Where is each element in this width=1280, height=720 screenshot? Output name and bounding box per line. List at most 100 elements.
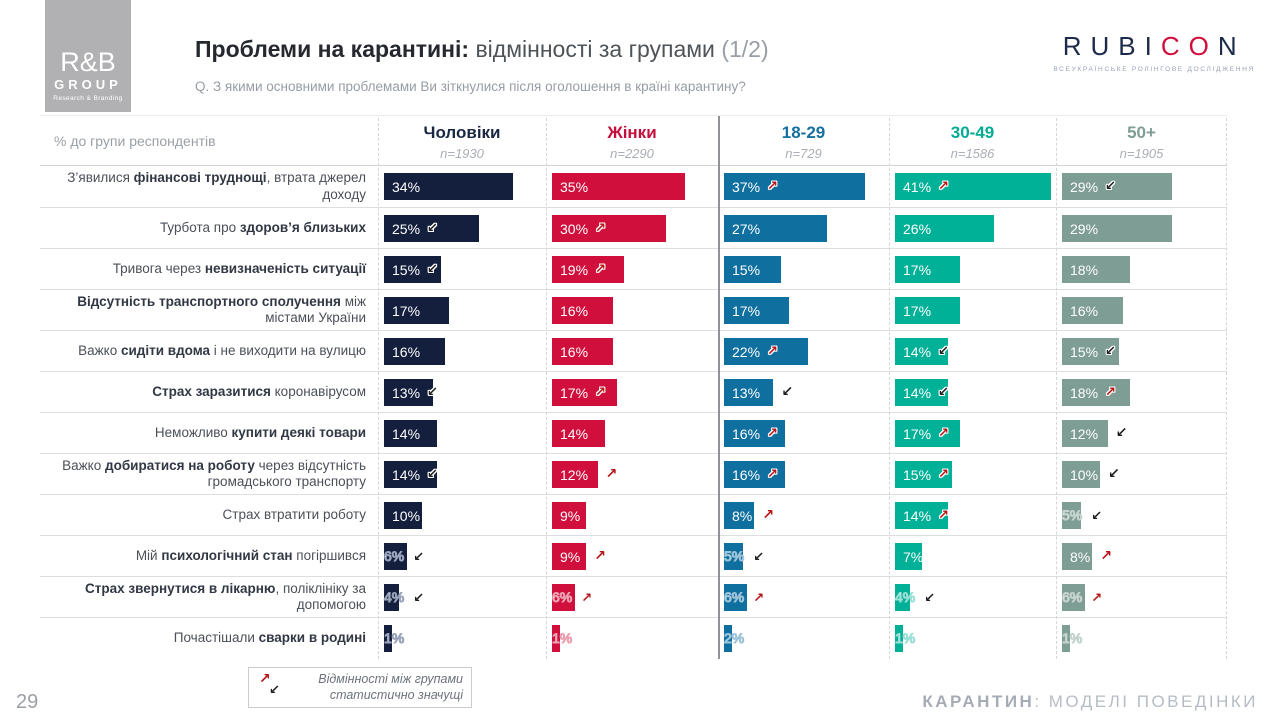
value-cell: 17% ↗ — [546, 372, 718, 412]
rubicon-part1: RUBI — [1062, 31, 1161, 61]
rb-logo-subtitle: Research & Branding — [53, 95, 123, 102]
value-cell: 17% — [889, 290, 1056, 330]
value-cell: 37% ↗ — [718, 166, 889, 207]
percent-value: 17% — [560, 384, 589, 401]
percent-bar: 17% ↗ — [552, 379, 617, 406]
up-arrow-icon: ↗ — [581, 591, 593, 606]
percent-value: 15% — [732, 261, 761, 278]
percent-value: 34% — [392, 178, 421, 195]
percent-value: 16% — [392, 343, 421, 360]
up-arrow-icon: ↗ — [938, 508, 949, 523]
value-cell: 15% ↗ — [889, 454, 1056, 494]
value-cell: 41% ↗ — [889, 166, 1056, 207]
down-arrow-icon: ↙ — [1105, 179, 1116, 194]
up-arrow-icon: ↗ — [767, 179, 778, 194]
percent-value: 7% — [903, 548, 924, 565]
percent-value: 41% — [903, 178, 932, 195]
percent-value: 17% — [903, 302, 932, 319]
percent-value: 26% — [903, 220, 932, 237]
percent-bar — [1062, 502, 1081, 529]
column-divider — [889, 118, 890, 659]
rubicon-wordmark: RUBICON — [1053, 31, 1255, 62]
label-text: Важко — [62, 457, 106, 473]
value-cell: 16% ↗ — [718, 413, 889, 453]
percent-value: 6% ↙ — [383, 547, 425, 565]
table-row: З’явилися фінансові труднощі, втрата дже… — [40, 166, 1227, 207]
down-arrow-icon: ↙ — [924, 591, 936, 606]
percent-bar: 14% ↗ — [895, 502, 949, 529]
percent-bar: 15% ↙ — [384, 256, 441, 283]
down-arrow-icon: ↙ — [427, 221, 438, 236]
percent-bar: 25% ↙ — [384, 215, 479, 242]
percent-bar: 8% — [1062, 543, 1093, 570]
value-cell: 1% — [889, 618, 1056, 658]
table-row: Важко добиратися на роботу через відсутн… — [40, 453, 1227, 494]
percent-value: 14% — [903, 507, 932, 524]
value-cell: 17% — [378, 290, 546, 330]
value-cell: 10% — [378, 495, 546, 535]
down-arrow-icon: ↙ — [427, 385, 438, 400]
value-cell: 6% ↗ — [1056, 577, 1227, 617]
value-cell: 1% — [378, 618, 546, 658]
value-cell: 27% — [718, 208, 889, 248]
value-cell: 14% — [546, 413, 718, 453]
value-cell: 22% ↗ — [718, 331, 889, 371]
percent-value: 2% — [723, 629, 745, 646]
column-group-label: 30-49 — [950, 123, 995, 142]
column-header: 50+ n=1905 — [1056, 116, 1227, 165]
percent-value: 4% ↙ — [894, 588, 936, 606]
percent-value: 1% — [551, 629, 573, 646]
percent-value: 8% — [1070, 548, 1091, 565]
percent-bar: 14% — [384, 420, 438, 447]
value-cell: 14% ↙ — [889, 331, 1056, 371]
significance-legend: ↗ ↙ Відмінності між групами статистично … — [248, 667, 472, 708]
percent-value: 17% — [903, 425, 932, 442]
column-header: Жінки n=2290 — [546, 116, 718, 165]
value-cell: 1% — [1056, 618, 1227, 658]
value-cell: 35% — [546, 166, 718, 207]
column-sample-size: n=729 — [785, 146, 822, 161]
percent-value: 22% — [732, 343, 761, 360]
value-cell: 15% ↙ — [1056, 331, 1227, 371]
value-cell: 2% — [718, 618, 889, 658]
percent-value: 17% — [732, 302, 761, 319]
label-emphasis: сидіти вдома — [121, 342, 211, 358]
percent-value: 10% — [392, 507, 421, 524]
label-emphasis: психологічний стан — [161, 547, 293, 563]
up-arrow-icon: ↗ — [938, 467, 949, 482]
value-cell: 16% — [378, 331, 546, 371]
value-cell: 13% ↙ — [718, 372, 889, 412]
percent-bar: 14% ↙ — [895, 338, 949, 365]
value-cell: 6% ↙ — [378, 536, 546, 576]
problem-label: Страх звернутися в лікарню, поліклініку … — [40, 577, 378, 617]
percent-value: 18% — [1070, 261, 1099, 278]
percent-bar: 14% — [552, 420, 606, 447]
percent-value: 16% — [1070, 302, 1099, 319]
column-group-label: 50+ — [1127, 123, 1156, 142]
percent-bar: 22% ↗ — [724, 338, 808, 365]
value-cell: 10% ↙ — [1056, 454, 1227, 494]
label-text: Почастішали — [173, 629, 259, 645]
up-arrow-icon: ↗ — [767, 344, 778, 359]
percent-bar: 17% — [895, 297, 960, 324]
column-sample-size: n=1930 — [440, 146, 484, 161]
up-arrow-icon: ↗ — [938, 426, 949, 441]
label-text: погіршився — [292, 547, 366, 563]
table-row: Неможливо купити деякі товари 14% 14% 16% ↗ 1… — [40, 412, 1227, 453]
percent-value: 1% — [383, 629, 405, 646]
label-emphasis: Страх звернутися в лікарню — [85, 580, 276, 596]
column-sample-size: n=1586 — [950, 146, 995, 161]
percent-bar: 9% — [552, 502, 587, 529]
value-cell: 14% — [378, 413, 546, 453]
down-arrow-icon: ↙ — [753, 550, 765, 565]
column-divider — [1056, 118, 1057, 659]
value-cell: 17% — [718, 290, 889, 330]
value-cell: 26% — [889, 208, 1056, 248]
percent-bar: 12% — [552, 461, 598, 488]
column-divider — [378, 118, 379, 659]
value-cell: 13% ↙ — [378, 372, 546, 412]
percent-bar: 13% — [724, 379, 774, 406]
up-arrow-icon: ↗ — [594, 548, 606, 564]
table-row: Страх втратити роботу 10% 9% 8% ↗ 14% ↗ 5% ↙ — [40, 494, 1227, 535]
label-emphasis: фінансові труднощі — [133, 170, 267, 185]
